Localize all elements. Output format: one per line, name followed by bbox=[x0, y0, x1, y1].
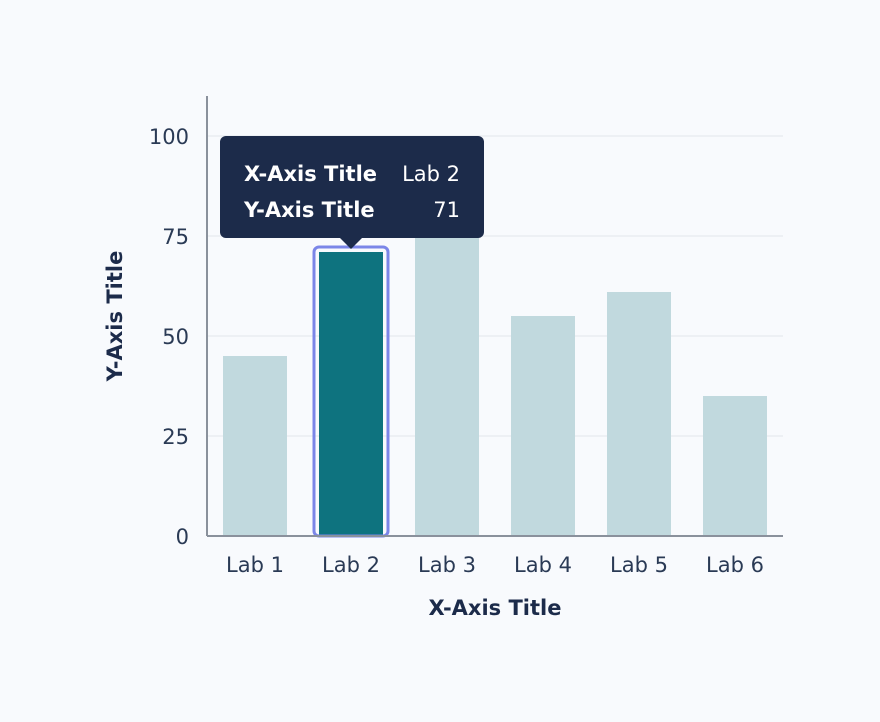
y-tick-label: 50 bbox=[162, 325, 189, 349]
x-axis-title: X-Axis Title bbox=[428, 596, 561, 620]
x-tick-label: Lab 5 bbox=[610, 553, 668, 577]
bar bbox=[415, 216, 479, 536]
bar bbox=[511, 316, 575, 536]
y-axis-title: Y-Axis Title bbox=[103, 251, 127, 383]
bar bbox=[223, 356, 287, 536]
x-tick-label: Lab 2 bbox=[322, 553, 380, 577]
x-tick-label: Lab 6 bbox=[706, 553, 764, 577]
bar bbox=[319, 252, 383, 536]
x-tick-label: Lab 4 bbox=[514, 553, 572, 577]
tooltip-y-key: Y-Axis Title bbox=[244, 198, 375, 222]
y-tick-label: 0 bbox=[176, 525, 189, 549]
bar bbox=[703, 396, 767, 536]
x-tick-label: Lab 1 bbox=[226, 553, 284, 577]
tooltip-y-value: 71 bbox=[433, 198, 460, 222]
tooltip: X-Axis Title Lab 2 Y-Axis Title 71 bbox=[220, 136, 484, 238]
tooltip-x-key: X-Axis Title bbox=[244, 162, 378, 186]
tooltip-arrow bbox=[339, 237, 363, 249]
tooltip-row-x: X-Axis Title Lab 2 bbox=[244, 156, 460, 192]
x-tick-label: Lab 3 bbox=[418, 553, 476, 577]
tooltip-x-value: Lab 2 bbox=[402, 162, 460, 186]
y-tick-label: 25 bbox=[162, 425, 189, 449]
y-tick-label: 100 bbox=[149, 125, 189, 149]
tooltip-row-y: Y-Axis Title 71 bbox=[244, 192, 460, 228]
y-tick-label: 75 bbox=[162, 225, 189, 249]
bar bbox=[607, 292, 671, 536]
